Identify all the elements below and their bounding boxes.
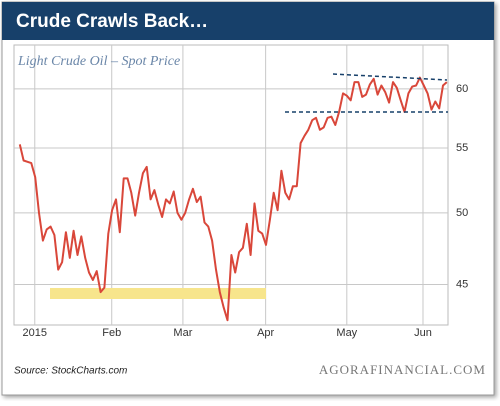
chart-subtitle: Light Crude Oil – Spot Price xyxy=(17,54,180,69)
y-tick-label: 50 xyxy=(456,207,468,219)
y-tick-label: 60 xyxy=(456,83,468,95)
highlight-band xyxy=(50,288,266,299)
x-tick-label: 2015 xyxy=(23,327,47,339)
banner xyxy=(2,2,494,40)
x-tick-label: May xyxy=(336,327,357,339)
source: Source: StockCharts.com xyxy=(14,366,127,377)
x-tick-label: Apr xyxy=(257,327,274,339)
x-tick-label: Mar xyxy=(173,327,192,339)
price-line xyxy=(18,76,448,322)
y-tick-label: 55 xyxy=(456,142,468,154)
plot-frame xyxy=(13,44,449,326)
x-tick-label: Feb xyxy=(102,327,121,339)
y-tick-label: 45 xyxy=(456,278,468,290)
x-tick-label: Jun xyxy=(414,327,432,339)
brand: AGORAFINANCIAL.COM xyxy=(319,362,486,377)
chart-title: Crude Crawls Back… xyxy=(16,11,208,32)
resistance-line xyxy=(332,73,448,81)
card xyxy=(1,1,495,396)
